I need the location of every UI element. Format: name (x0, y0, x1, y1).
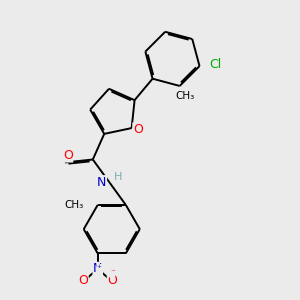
Text: ⁺: ⁺ (97, 264, 102, 273)
Text: H: H (113, 172, 122, 182)
Text: Cl: Cl (209, 58, 221, 71)
Text: O: O (63, 149, 73, 162)
Text: N: N (97, 176, 106, 189)
Text: O: O (107, 274, 117, 286)
Text: CH₃: CH₃ (64, 200, 84, 210)
Text: O: O (78, 274, 88, 286)
Text: ⁻: ⁻ (110, 268, 115, 278)
Text: O: O (133, 123, 143, 136)
Text: CH₃: CH₃ (176, 91, 195, 101)
Text: N: N (93, 262, 102, 275)
